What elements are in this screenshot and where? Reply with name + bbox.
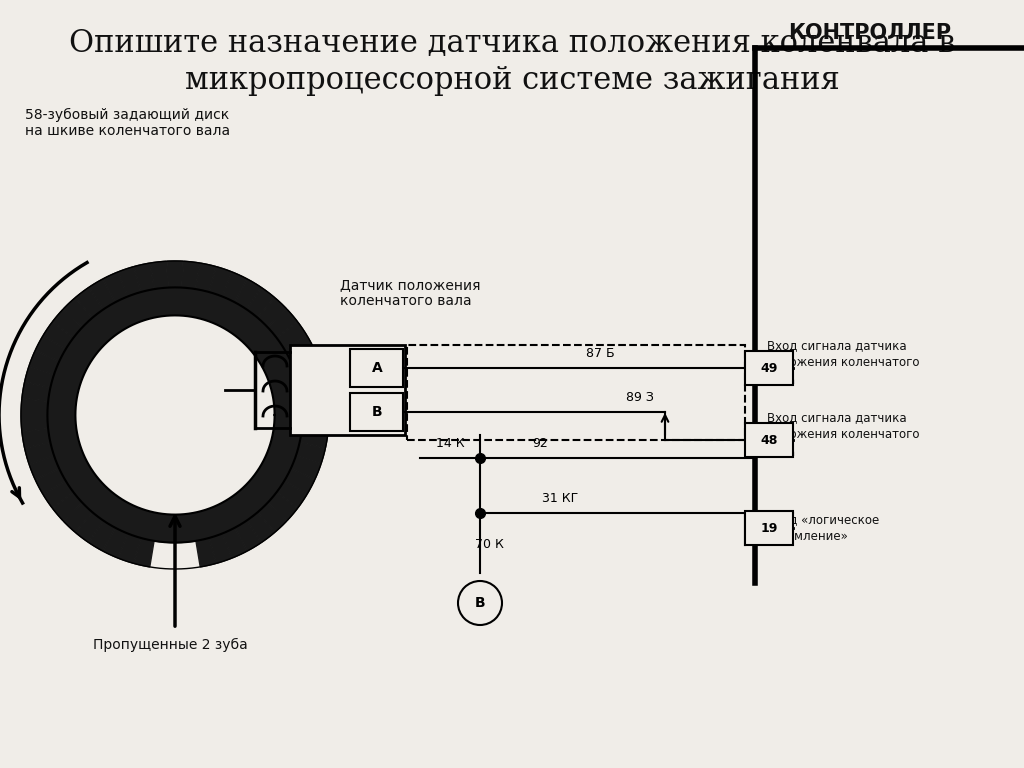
Polygon shape [43,322,74,349]
Polygon shape [63,503,92,532]
Polygon shape [25,442,54,464]
Text: 31 КГ: 31 КГ [542,492,579,505]
Polygon shape [52,310,82,338]
Polygon shape [43,481,74,508]
Polygon shape [89,521,115,551]
Text: Датчик положения
коленчатого вала: Датчик положения коленчатого вала [340,278,480,308]
Polygon shape [134,263,154,292]
Polygon shape [182,261,200,289]
Polygon shape [302,415,329,432]
Polygon shape [296,442,326,464]
Polygon shape [63,298,92,327]
Polygon shape [258,503,287,532]
Text: 14 К: 14 К [435,437,464,450]
Bar [745,511,793,545]
Bar [350,393,403,431]
Text: Вход сигнала датчика
положения коленчатого
вала: Вход сигнала датчика положения коленчато… [767,412,920,458]
Text: Вход «логическое
заземление»: Вход «логическое заземление» [767,513,880,543]
Polygon shape [291,456,321,479]
Polygon shape [77,316,273,514]
Polygon shape [29,456,59,479]
Text: 70 К: 70 К [475,538,504,551]
Polygon shape [89,279,115,310]
Text: 92: 92 [532,437,548,450]
Text: 58-зубовый задающий диск
на шкиве коленчатого вала: 58-зубовый задающий диск на шкиве коленч… [25,108,230,138]
Polygon shape [52,492,82,521]
Polygon shape [236,521,261,551]
Polygon shape [302,399,329,415]
Polygon shape [196,538,216,567]
Polygon shape [22,382,50,401]
Bar [350,349,403,387]
Polygon shape [276,322,307,349]
Polygon shape [103,528,128,558]
Polygon shape [268,310,297,338]
Polygon shape [291,351,321,374]
Polygon shape [247,512,274,542]
Bar [745,351,793,385]
Polygon shape [247,288,274,318]
Polygon shape [167,261,183,287]
Polygon shape [276,481,307,508]
Polygon shape [151,261,168,289]
Text: 49: 49 [760,362,777,375]
Polygon shape [268,492,297,521]
Polygon shape [285,336,314,361]
Text: 87 Б: 87 Б [586,347,614,360]
Text: 89 З: 89 З [626,391,654,404]
Polygon shape [209,534,231,563]
Bar [407,345,745,440]
Polygon shape [196,263,216,292]
Polygon shape [47,287,303,543]
Polygon shape [36,336,66,361]
Polygon shape [29,351,59,374]
Polygon shape [119,534,140,563]
Polygon shape [236,279,261,310]
Text: Пропущенные 2 зуба: Пропущенные 2 зуба [92,638,248,652]
Text: В: В [475,596,485,610]
Text: В: В [372,405,382,419]
Polygon shape [25,366,54,387]
Polygon shape [222,272,247,302]
Polygon shape [296,366,326,387]
Polygon shape [134,538,154,567]
Text: микропроцессорной системе зажигания: микропроцессорной системе зажигания [184,65,840,95]
Polygon shape [36,468,66,494]
Text: 48: 48 [760,433,777,446]
Polygon shape [285,468,314,494]
Polygon shape [22,415,48,432]
Bar [290,345,406,435]
Text: А: А [372,361,382,375]
Polygon shape [22,399,48,415]
Polygon shape [119,266,140,296]
Text: КОНТРОЛЛЕР: КОНТРОЛЛЕР [788,23,951,43]
Polygon shape [222,528,247,558]
Text: Вход сигнала датчика
положения коленчатого
вала: Вход сигнала датчика положения коленчато… [767,339,920,386]
Polygon shape [258,298,287,327]
Polygon shape [76,288,103,318]
Polygon shape [209,266,231,296]
Text: Опишите назначение датчика положения коленвала в: Опишите назначение датчика положения кол… [69,28,955,58]
Polygon shape [300,382,328,401]
Circle shape [458,581,502,625]
Bar [745,423,793,457]
Polygon shape [76,512,103,542]
Polygon shape [22,429,50,448]
Text: 19: 19 [760,521,777,535]
Polygon shape [103,272,128,302]
Polygon shape [300,429,328,448]
